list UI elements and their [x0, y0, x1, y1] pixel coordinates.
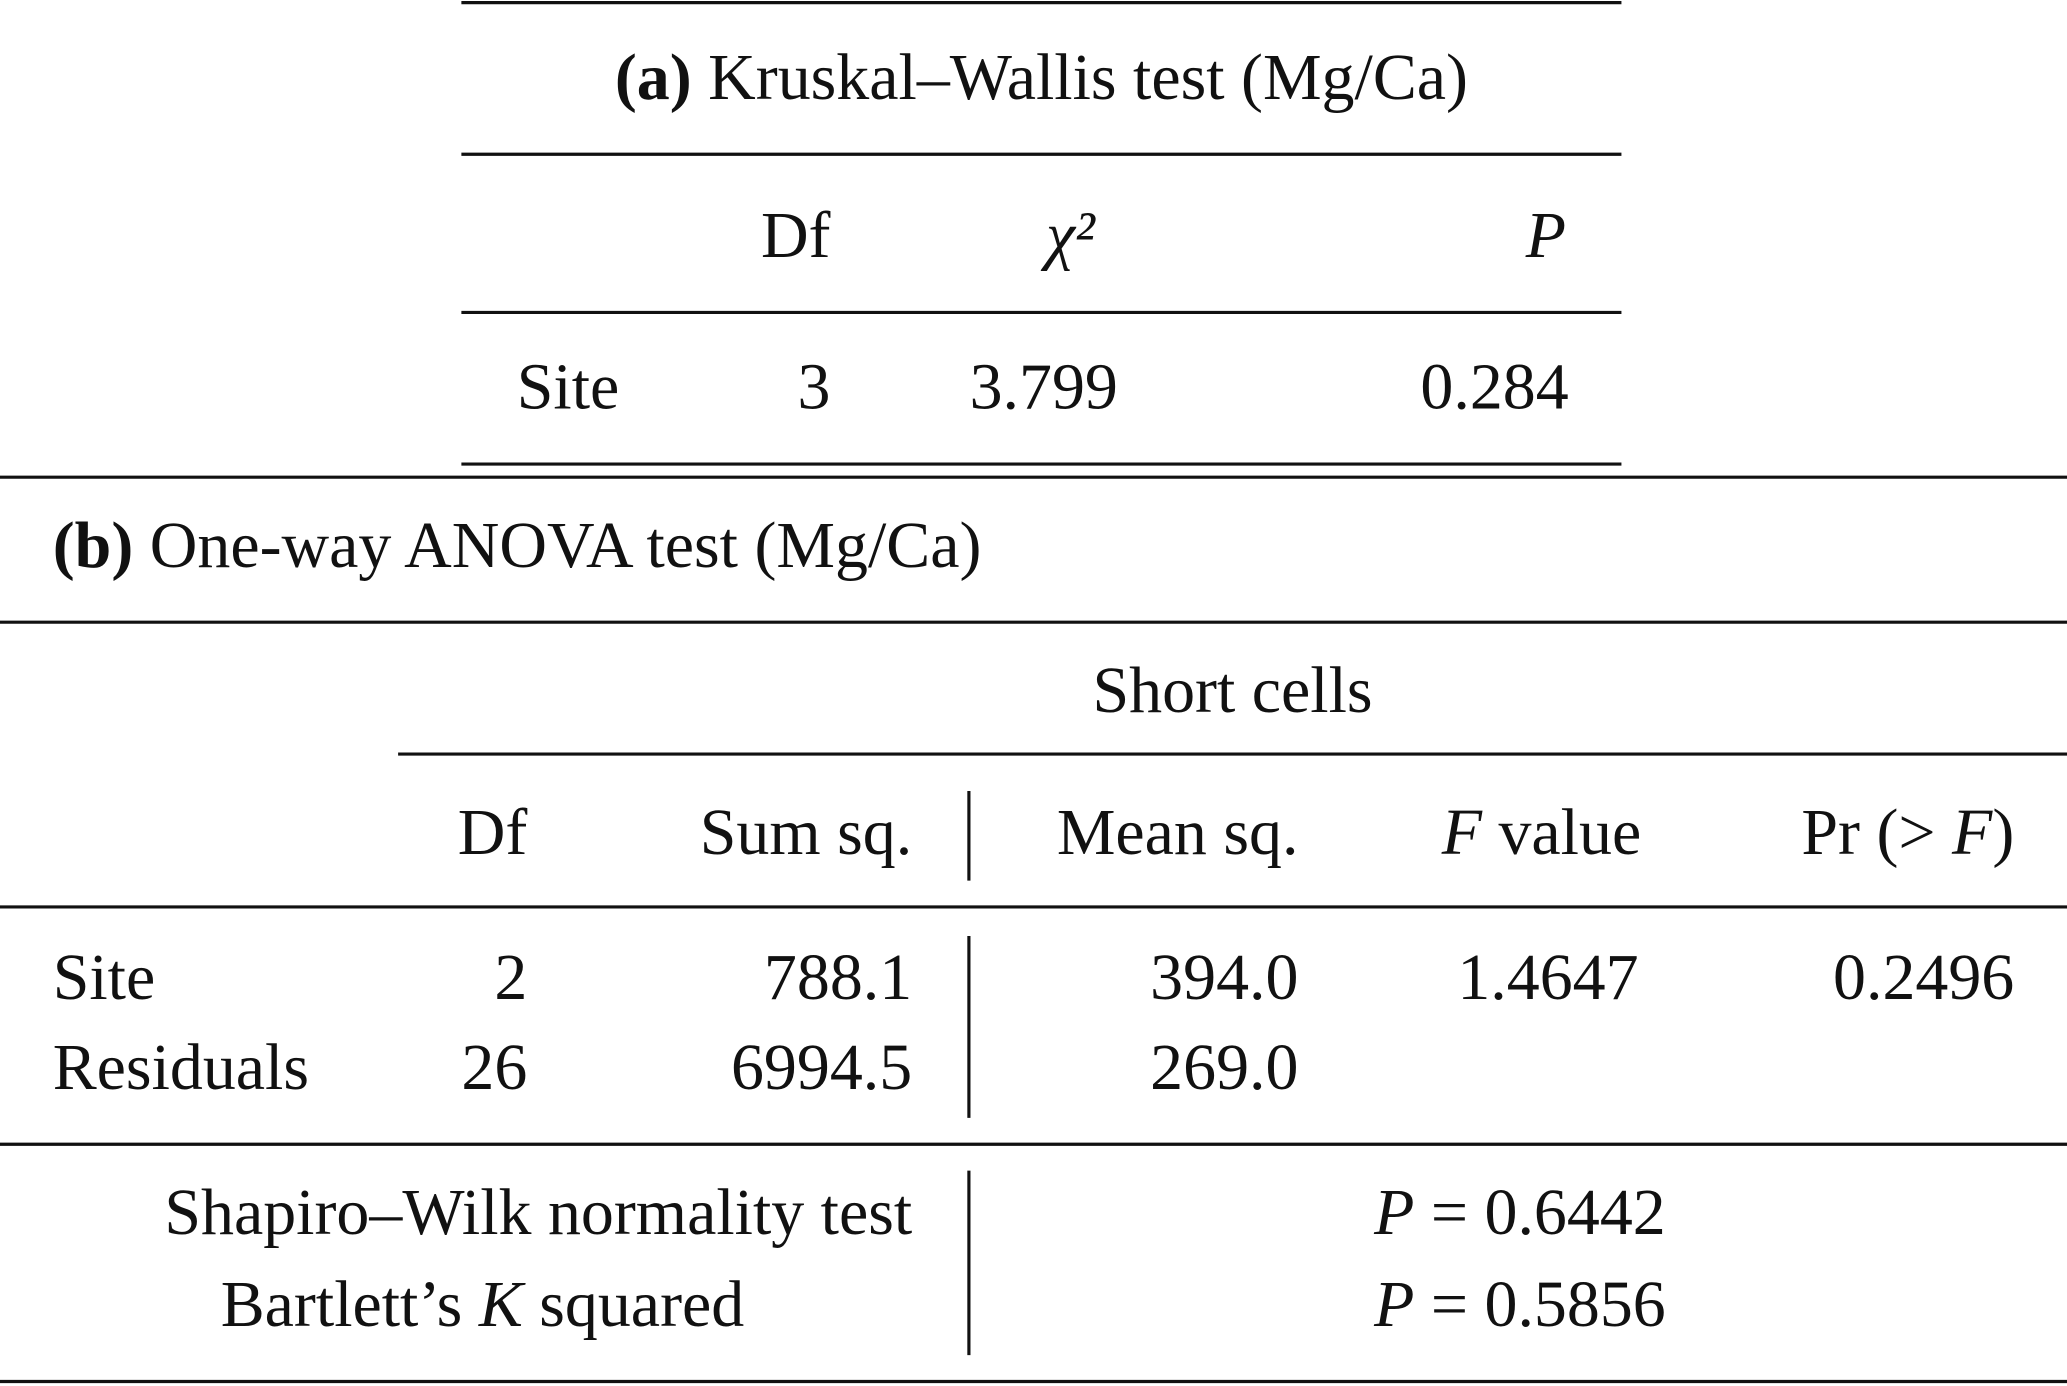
column-header: Mean sq. [1057, 796, 1299, 869]
cell: 1.4647 [1457, 941, 1638, 1014]
seg: Bartlett’s [221, 1268, 479, 1341]
sep [692, 41, 708, 114]
title: One-way ANOVA test (Mg/Ca) [150, 509, 982, 582]
seg: ) [1992, 796, 2014, 869]
column-header: Df [761, 199, 831, 272]
seg: K [478, 1268, 526, 1341]
test-result: P = 0.6442 [1373, 1176, 1666, 1249]
column-header: Pr (> F) [1801, 796, 2014, 869]
title: Kruskal–Wallis test (Mg/Ca) [708, 41, 1468, 114]
cell: 6994.5 [731, 1031, 912, 1104]
column-header: Sum sq. [700, 796, 912, 869]
test-name: Bartlett’s K squared [221, 1268, 745, 1341]
seg: P [1373, 1176, 1414, 1249]
column-header: F value [1441, 796, 1641, 869]
seg: Shapiro–Wilk normality test [164, 1176, 912, 1249]
row-label: Residuals [53, 1031, 309, 1104]
cell: 26 [461, 1031, 527, 1104]
cell: 3 [798, 351, 831, 424]
column-header: Df [458, 796, 528, 869]
cell: 0.2496 [1833, 941, 2014, 1014]
cell: 3.799 [970, 351, 1118, 424]
label: (b) [53, 509, 134, 582]
seg: P [1373, 1268, 1414, 1341]
column-header: P [1525, 199, 1566, 272]
seg: value [1482, 796, 1641, 869]
test-result: P = 0.5856 [1373, 1268, 1666, 1341]
cell: 0.284 [1420, 351, 1568, 424]
row-label: Site [53, 941, 156, 1014]
seg: Pr (> [1801, 796, 1952, 869]
group-header: Short cells [1093, 654, 1373, 727]
seg: = 0.6442 [1414, 1176, 1665, 1249]
table-b-title: (b) One-way ANOVA test (Mg/Ca) [53, 509, 982, 582]
cell: 394.0 [1150, 941, 1298, 1014]
seg: = 0.5856 [1414, 1268, 1665, 1341]
label: (a) [615, 41, 692, 114]
column-header: χ² [1040, 199, 1096, 272]
cell: 269.0 [1150, 1031, 1298, 1104]
seg: squared [523, 1268, 744, 1341]
cell: 788.1 [764, 941, 912, 1014]
sep [133, 509, 149, 582]
cell: 2 [494, 941, 527, 1014]
seg: F [1951, 796, 1993, 869]
row-label: Site [517, 351, 620, 424]
seg: F [1441, 796, 1483, 869]
table-a-title: (a) Kruskal–Wallis test (Mg/Ca) [615, 41, 1468, 114]
test-name: Shapiro–Wilk normality test [164, 1176, 912, 1249]
